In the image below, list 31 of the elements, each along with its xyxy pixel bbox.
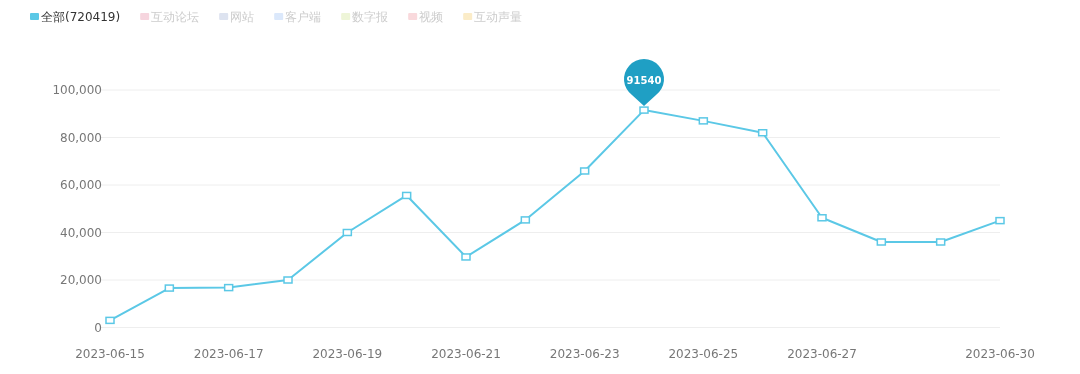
x-tick-label: 2023-06-19: [312, 346, 383, 361]
point: [105, 316, 115, 325]
point: [876, 238, 887, 246]
y-tick-label: 80,000: [60, 130, 102, 145]
x-tick-label: 2023-06-25: [668, 346, 739, 361]
point: [698, 117, 709, 125]
x-tick-label: 2023-06-30: [965, 346, 1035, 361]
point: [342, 228, 353, 237]
point: [223, 283, 234, 292]
point: [817, 214, 827, 222]
point: [757, 129, 768, 137]
data-label: 91540: [626, 75, 662, 87]
y-tick-label: 100,000: [52, 83, 102, 97]
point: [639, 106, 649, 114]
point: [520, 216, 531, 224]
point: [401, 191, 412, 200]
y-tick-label: 0: [94, 320, 102, 335]
point: [283, 276, 293, 284]
point: [935, 238, 946, 246]
y-tick-label: 60,000: [60, 178, 102, 192]
x-tick-label: 2023-06-21: [431, 346, 501, 361]
x-tick-label: 2023-06-17: [193, 346, 264, 361]
x-tick-label: 2023-06-15: [75, 346, 145, 361]
y-tick-label: 20,000: [60, 273, 102, 287]
x-tick-label: 2023-06-23: [549, 346, 620, 361]
point: [579, 167, 590, 175]
point: [461, 253, 471, 261]
y-tick-label: 40,000: [60, 225, 102, 240]
x-tick-label: 2023-06-27: [787, 346, 857, 361]
point: [164, 284, 175, 292]
point: [995, 216, 1005, 225]
